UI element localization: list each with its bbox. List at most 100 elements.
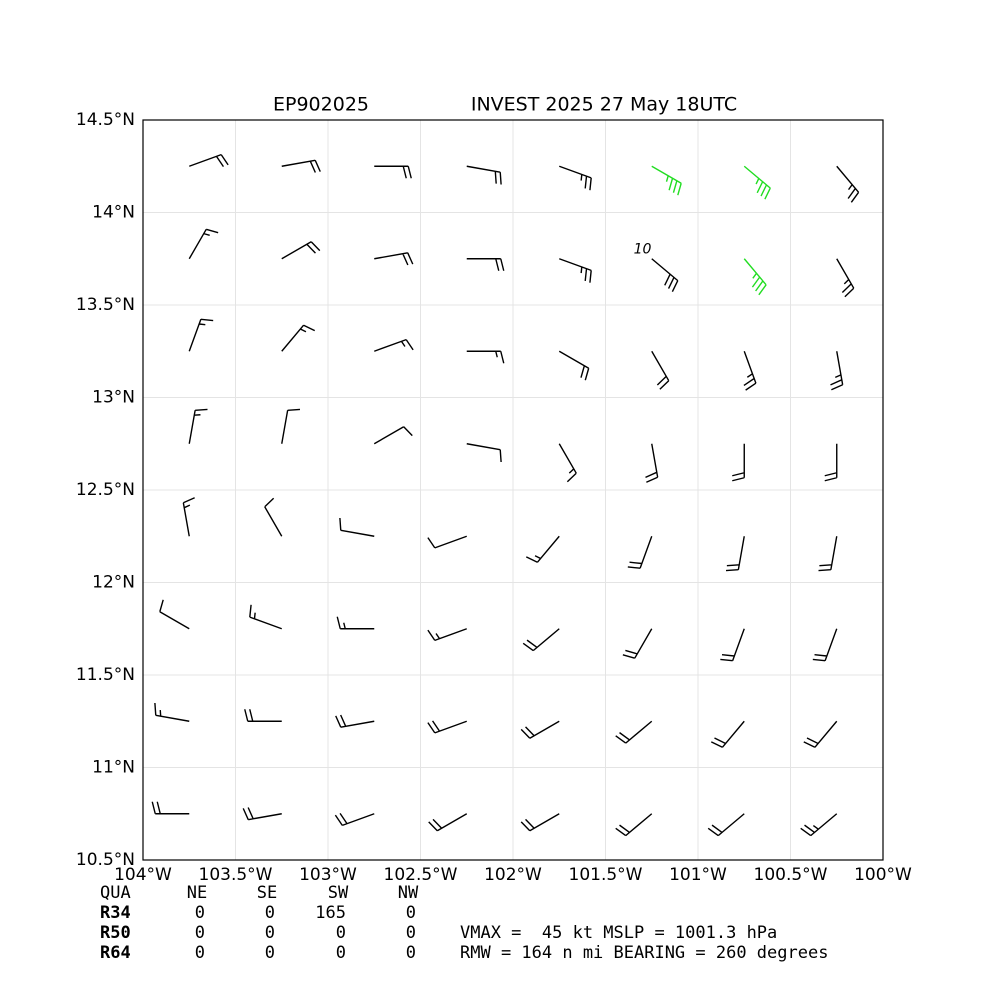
wind-barb [800, 813, 838, 837]
table-header: NW [398, 883, 419, 903]
wind-barb [427, 720, 467, 734]
plot-frame [142, 119, 884, 861]
wind-barb [743, 258, 767, 296]
y-tick-label: 14°N [92, 203, 135, 223]
wind-barb [707, 813, 745, 837]
wind-barb [336, 616, 375, 630]
wind-barb [830, 351, 844, 391]
y-tick-label: 12°N [92, 573, 135, 593]
x-tick-label: 100°W [854, 865, 912, 885]
x-tick-label: 102.5°W [384, 865, 458, 885]
wind-barb [334, 813, 375, 827]
wind-barb [710, 720, 745, 748]
title-right: INVEST 2025 27 May 18UTC [471, 94, 737, 116]
wind-barb [466, 350, 505, 364]
wind-barb [339, 517, 375, 537]
y-tick-label: 11.5°N [76, 665, 135, 685]
wind-barb [188, 408, 208, 444]
row-label: R34 [100, 903, 131, 923]
wind-barb [182, 497, 195, 537]
wind-barb [836, 165, 860, 203]
wind-barb [743, 351, 757, 391]
wind-barb [188, 318, 214, 352]
wind-barb [651, 165, 682, 196]
table-cell: 0 [336, 943, 346, 963]
wind-barb [154, 702, 190, 722]
wind-barb [520, 720, 560, 739]
table-cell: 0 [265, 903, 275, 923]
wind-barb [732, 443, 745, 482]
table-cell: 0 [195, 943, 205, 963]
wind-barb [151, 801, 190, 815]
table-cell: 0 [336, 923, 346, 943]
y-tick-label: 12.5°N [76, 480, 135, 500]
wind-barb [743, 165, 771, 200]
x-tick-label: 101°W [669, 865, 727, 885]
wind-barb [188, 228, 219, 260]
wind-barb [651, 350, 670, 390]
wind-barb [525, 535, 560, 563]
wind-barb [466, 443, 502, 463]
wind-barb [818, 536, 838, 572]
wind-barb [615, 720, 653, 744]
wind-barb [281, 241, 321, 260]
wind-barb [559, 258, 592, 283]
table-cell: 0 [265, 923, 275, 943]
table-header: QUA [100, 883, 131, 903]
wind-barb [264, 497, 283, 537]
wind-barb [249, 604, 282, 630]
wind-barb [803, 720, 838, 748]
table-header: SW [328, 883, 349, 903]
wind-barb [812, 628, 838, 662]
table-cell: 165 [315, 903, 346, 923]
wind-barb [374, 165, 412, 179]
wind-barb [520, 813, 560, 832]
table-header: SE [257, 883, 277, 903]
wind-barb [373, 426, 413, 445]
wind-barb [466, 258, 505, 271]
wind-barb [189, 153, 229, 167]
wind-barb [427, 628, 467, 642]
wind-barb [836, 258, 855, 298]
table-cell: 0 [195, 923, 205, 943]
table-cell: 0 [406, 923, 416, 943]
wind-barb [558, 350, 590, 381]
wind-barb [159, 599, 190, 630]
table-header: NE [187, 883, 207, 903]
x-tick-label: 102°W [484, 865, 542, 885]
wind-barb [720, 628, 745, 662]
wind-barb [281, 159, 321, 173]
wind-barb [281, 408, 301, 444]
wind-barb [374, 252, 414, 266]
y-tick-label: 14.5°N [76, 110, 135, 130]
wind-barb [281, 324, 316, 352]
row-label: R64 [100, 943, 131, 963]
wind-barb [651, 258, 679, 293]
ticks: 104°W 103.5°W 103°W 102.5°W 102°W 101.5°W 101°… [76, 110, 912, 885]
wind-barb [725, 536, 745, 572]
wind-barb [244, 709, 282, 722]
y-tick-label: 10.5°N [76, 850, 135, 870]
x-tick-label: 100.5°W [754, 865, 828, 885]
wind-barb [615, 813, 653, 837]
table-cell: 0 [265, 943, 275, 963]
wind-barb [627, 536, 653, 569]
y-tick-label: 13.5°N [76, 295, 135, 315]
wind-barb [645, 443, 659, 483]
wind-barb [622, 628, 653, 659]
y-tick-label: 11°N [92, 758, 135, 778]
wind-barb [335, 714, 375, 728]
x-tick-label: 101.5°W [569, 865, 643, 885]
x-tick-label: 104°W [114, 865, 172, 885]
row-label: R50 [100, 923, 131, 943]
wind-barb [428, 813, 468, 832]
wind-barb [558, 443, 577, 483]
wind-barb [466, 165, 502, 185]
y-tick-label: 13°N [92, 388, 135, 408]
table-cell: 0 [406, 943, 416, 963]
title-left: EP902025 [273, 94, 369, 116]
info-line: RMW = 164 n mi BEARING = 260 degrees [460, 943, 828, 963]
